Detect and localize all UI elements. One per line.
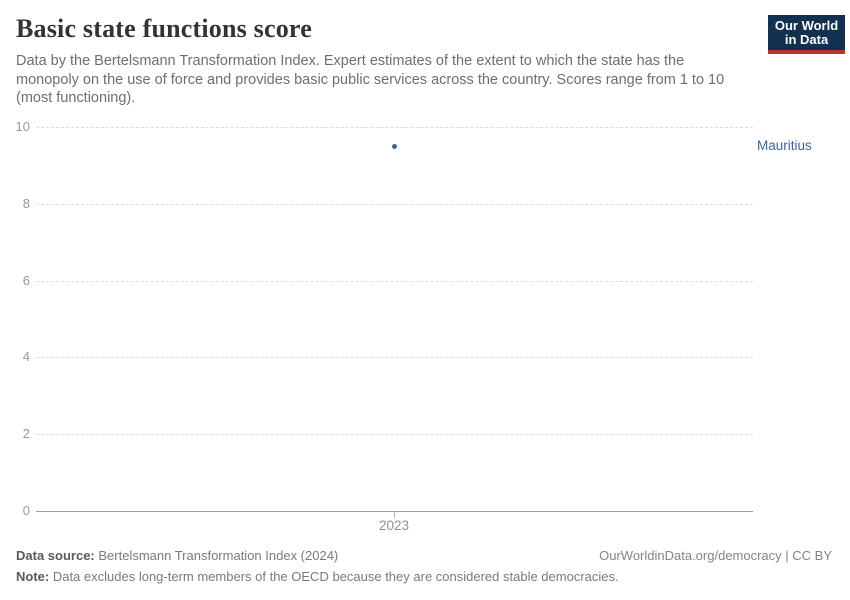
- gridline-y-4: [36, 357, 753, 359]
- entity-label-mauritius[interactable]: Mauritius: [757, 138, 812, 154]
- x-axis-line: [36, 511, 753, 512]
- chart-subtitle: Data by the Bertelsmann Transformation I…: [16, 53, 725, 106]
- y-tick-label-2: 2: [22, 426, 30, 442]
- chart-note: Note: Data excludes long-term members of…: [16, 569, 832, 584]
- data-point-mauritius[interactable]: [391, 143, 397, 149]
- note-label: Note:: [16, 569, 50, 584]
- note-value: Data excludes long-term members of the O…: [49, 569, 619, 584]
- x-tick-label: 2023: [378, 518, 410, 533]
- page-title: Basic state functions score: [16, 14, 312, 43]
- owid-logo-line2: in Data: [784, 32, 829, 47]
- x-tick-mark: [394, 512, 395, 518]
- y-tick-label-10: 10: [15, 119, 30, 134]
- license-link[interactable]: OurWorldinData.org/democracy | CC BY: [599, 548, 832, 563]
- chart-footer: Data source: Bertelsmann Transformation …: [16, 548, 832, 584]
- y-tick-label-0: 0: [22, 503, 30, 518]
- y-tick-label-4: 4: [22, 349, 30, 365]
- gridline-y-8: [36, 203, 753, 205]
- gridline-y-10: [36, 127, 753, 128]
- y-tick-label-8: 8: [22, 195, 30, 211]
- owid-logo-line1: Our World: [774, 18, 839, 33]
- owid-logo[interactable]: Our World in Data: [768, 15, 845, 54]
- gridline-y-6: [36, 280, 753, 282]
- data-source-value: Bertelsmann Transformation Index (2024): [94, 548, 339, 563]
- data-source: Data source: Bertelsmann Transformation …: [16, 548, 338, 563]
- y-tick-label-6: 6: [22, 272, 30, 288]
- gridline-y-2: [36, 434, 753, 436]
- data-source-label: Data source:: [16, 548, 95, 563]
